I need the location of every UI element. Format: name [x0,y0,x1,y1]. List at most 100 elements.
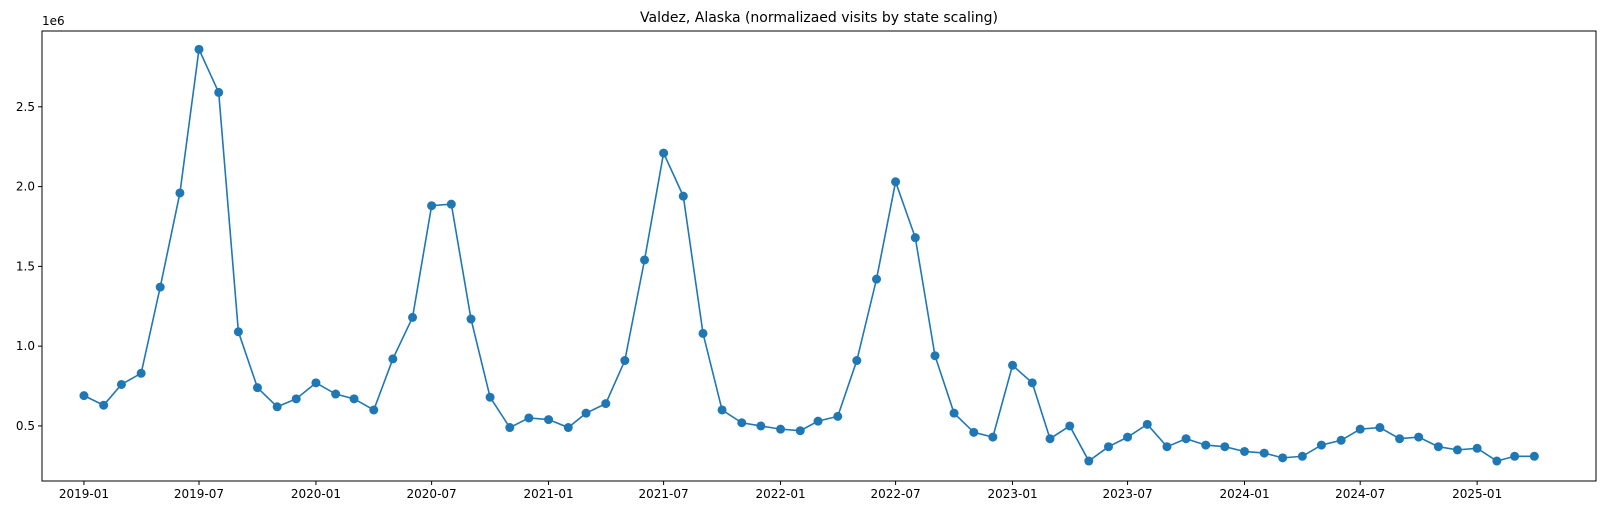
data-point [524,413,534,423]
data-point [99,400,109,410]
data-point [331,389,341,399]
data-point [1510,451,1520,461]
data-point [291,394,301,404]
data-point [776,424,786,434]
data-point [1065,421,1075,431]
series-line [79,44,1539,466]
data-point [1220,442,1230,452]
data-point [1008,360,1018,370]
y-axis: 0.5 1.0 1.5 2.0 2.5 [16,100,42,433]
x-tick-label: 2022-07 [871,487,921,501]
data-point [1316,440,1326,450]
data-point [659,148,669,158]
data-point [581,408,591,418]
y-tick-label: 0.5 [16,419,35,433]
data-point [136,368,146,378]
data-point [1123,432,1133,442]
data-point [678,191,688,201]
data-point [1529,451,1539,461]
data-point [1355,424,1365,434]
x-tick-label: 2022-01 [755,487,805,501]
data-point [1414,432,1424,442]
series-line-path [83,46,1535,463]
data-point [930,351,940,361]
data-point [756,421,766,431]
data-point [1142,419,1152,429]
chart-title: Valdez, Alaska (normalizaed visits by st… [640,10,998,26]
data-point [717,405,727,415]
data-point [1201,440,1211,450]
data-point [1375,423,1385,433]
data-point [891,177,901,187]
data-point [988,432,998,442]
data-point [1027,378,1037,388]
data-point [214,87,224,97]
data-point [349,394,359,404]
data-point [233,327,243,337]
data-point [194,44,204,54]
x-tick-label: 2024-07 [1335,487,1385,501]
data-point [544,415,554,425]
data-point [698,328,708,338]
data-point [601,399,611,409]
y-offset-label: 1e6 [42,14,65,28]
data-point [949,408,959,418]
y-tick-label: 1.5 [16,259,35,273]
data-point [620,356,630,366]
data-point [1181,434,1191,444]
data-point [1433,442,1443,452]
data-point [408,312,418,322]
data-point [1045,434,1055,444]
x-tick-label: 2020-01 [291,487,341,501]
data-point [833,411,843,421]
data-point [872,274,882,284]
data-point [272,402,282,412]
data-point [1240,446,1250,456]
data-point [1259,448,1269,458]
x-tick-label: 2021-01 [523,487,573,501]
data-point [1336,435,1346,445]
data-point [252,383,262,393]
x-tick-label: 2023-01 [987,487,1037,501]
data-point [852,356,862,366]
x-tick-label: 2023-07 [1103,487,1153,501]
x-tick-label: 2024-01 [1219,487,1269,501]
data-point [563,423,573,433]
data-point [910,233,920,243]
data-point [505,423,515,433]
data-point [388,354,398,364]
data-point [1395,434,1405,444]
data-point [813,416,823,426]
x-tick-label: 2020-07 [407,487,457,501]
data-point [369,405,379,415]
data-point [1162,442,1172,452]
data-point [116,379,126,389]
data-point [485,392,495,402]
x-tick-label: 2021-07 [639,487,689,501]
x-tick-label: 2019-07 [174,487,224,501]
data-point [1472,443,1482,453]
data-point [1452,445,1462,455]
data-point [737,418,747,428]
data-point [1278,453,1288,463]
x-tick-label: 2025-01 [1452,487,1502,501]
x-tick-label: 2019-01 [59,487,109,501]
data-point [795,426,805,436]
data-point [466,314,476,324]
data-point [969,427,979,437]
data-point [175,188,185,198]
y-tick-label: 2.5 [16,100,35,114]
data-point [1297,451,1307,461]
x-axis: 2019-01 2019-07 2020-01 2020-07 2021-01 2021-… [59,481,1502,501]
data-point [1104,442,1114,452]
data-point [446,199,456,209]
data-point [311,378,321,388]
data-point [1084,456,1094,466]
data-point [155,282,165,292]
y-tick-label: 1.0 [16,339,35,353]
data-point [1492,456,1502,466]
y-tick-label: 2.0 [16,180,35,194]
data-point [79,391,89,401]
data-point [640,255,650,265]
